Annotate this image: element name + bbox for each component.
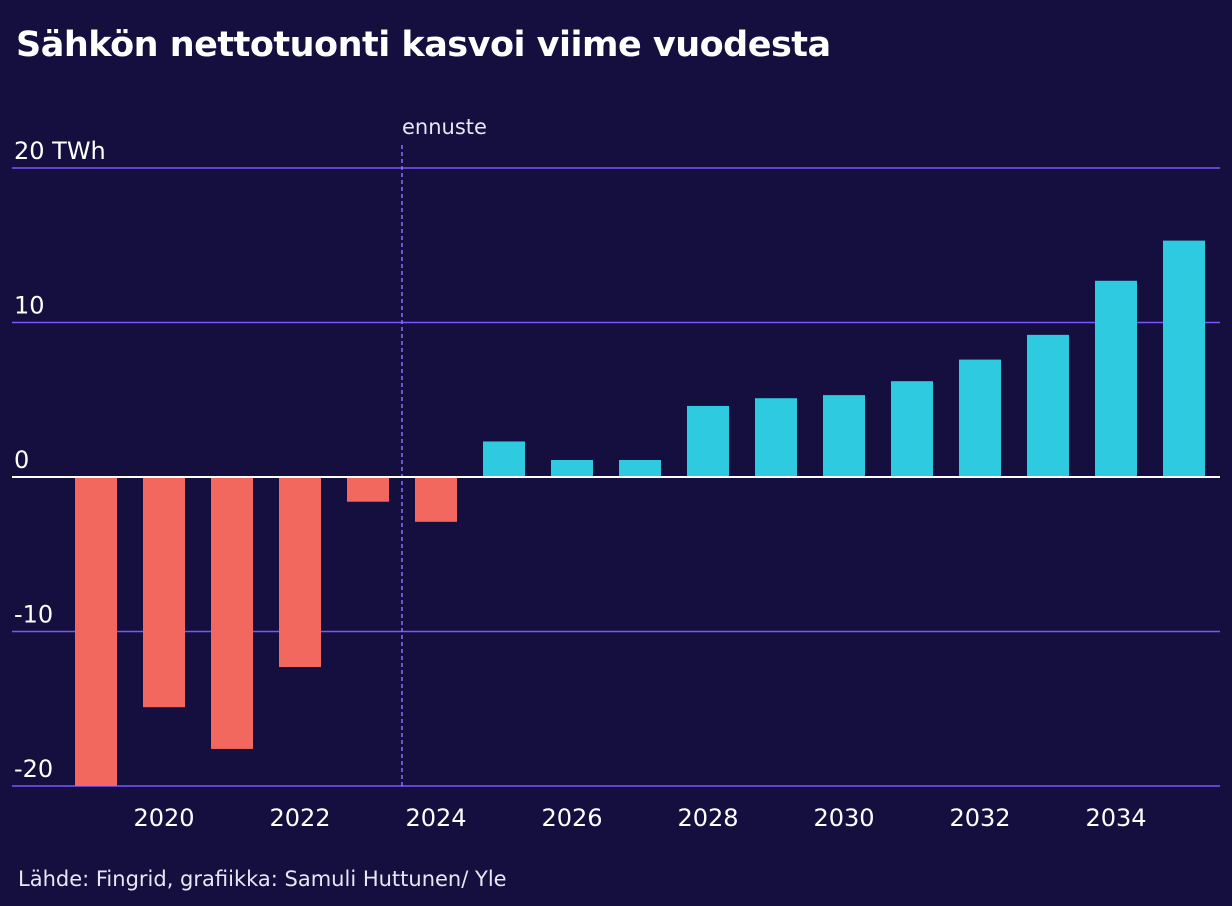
source-note: Lähde: Fingrid, grafiikka: Samuli Huttun… — [18, 867, 507, 891]
x-tick-label: 2030 — [813, 804, 874, 832]
bar — [211, 477, 253, 749]
bar — [483, 441, 525, 477]
bar — [891, 381, 933, 477]
x-tick-label: 2032 — [949, 804, 1010, 832]
x-tick-label: 2020 — [133, 804, 194, 832]
bar — [279, 477, 321, 668]
x-tick-label: 2034 — [1085, 804, 1146, 832]
bar — [75, 477, 117, 786]
bar — [823, 395, 865, 477]
x-tick-label: 2022 — [269, 804, 330, 832]
bars — [75, 240, 1205, 786]
bar — [619, 460, 661, 477]
bar — [143, 477, 185, 708]
bar — [959, 359, 1001, 477]
x-tick-label: 2026 — [541, 804, 602, 832]
bar — [551, 460, 593, 477]
axes: 20 TWh 10 0 -10 -20 ennuste 2020 2022 2024 2026 20… — [12, 115, 1220, 832]
forecast-label: ennuste — [402, 115, 487, 139]
bar — [415, 477, 457, 522]
bar — [347, 477, 389, 502]
y-tick-label: 10 — [14, 292, 45, 320]
bar — [687, 405, 729, 477]
x-tick-label: 2028 — [677, 804, 738, 832]
y-tick-label: 0 — [14, 446, 29, 474]
bar — [755, 398, 797, 477]
y-tick-label: 20 TWh — [14, 137, 106, 165]
bar — [1095, 280, 1137, 477]
y-tick-label: -20 — [14, 755, 53, 783]
bar — [1027, 334, 1069, 477]
y-tick-label: -10 — [14, 601, 53, 629]
chart-title: Sähkön nettotuonti kasvoi viime vuodesta — [16, 25, 831, 65]
bar — [1163, 240, 1205, 477]
x-tick-label: 2024 — [405, 804, 466, 832]
